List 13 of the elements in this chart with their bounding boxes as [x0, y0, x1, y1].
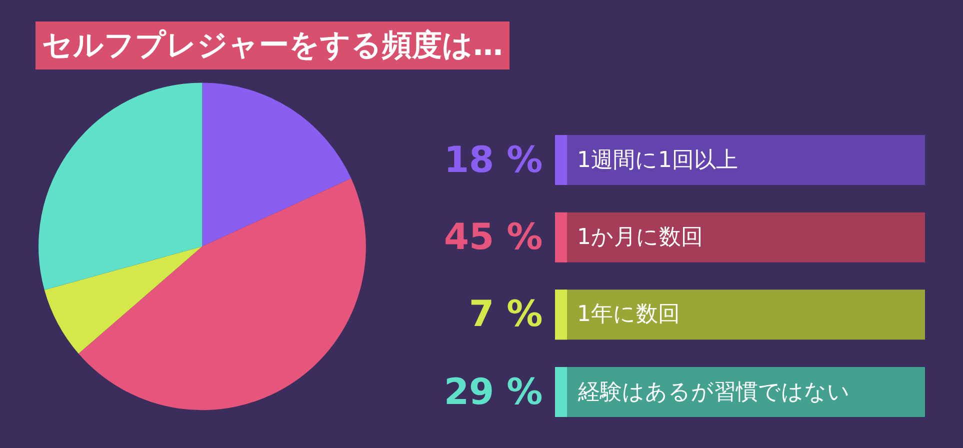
legend-label: 1か月に数回 [577, 225, 703, 250]
data-label: 45 % [444, 217, 543, 258]
data-label: 7 % [469, 294, 543, 335]
chart-title: セルフプレジャーをする頻度は… [42, 28, 503, 63]
legend-label: 経験はあるが習慣ではない [577, 380, 850, 405]
legend-label: 1年に数回 [577, 302, 680, 327]
pie-slice [78, 178, 366, 410]
data-label: 29 % [444, 372, 543, 413]
pie-slice [44, 246, 202, 354]
pie-slice [38, 82, 202, 290]
legend-label: 1週間に1回以上 [577, 148, 738, 173]
data-label: 18 % [444, 140, 543, 181]
pie-slice [202, 82, 352, 246]
